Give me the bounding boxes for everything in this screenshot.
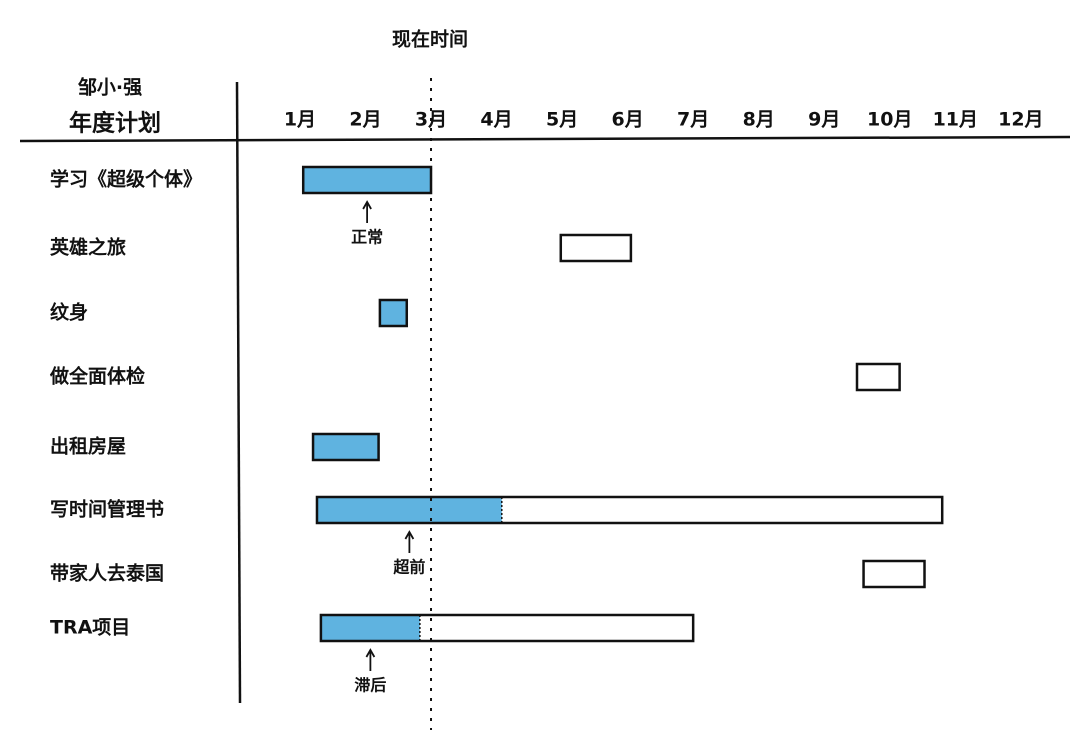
status-arrow-head: [365, 648, 376, 658]
progress-bar: [316, 497, 502, 523]
task-bar: [378, 298, 409, 328]
x-tick-label: 6月: [612, 109, 644, 131]
x-tick-label: 7月: [677, 109, 709, 131]
task-label: 学习《超级个体》: [50, 168, 202, 191]
task-bar: [319, 613, 695, 643]
task-bar: [862, 559, 926, 589]
task-label: TRA项目: [50, 617, 130, 639]
x-tick-label: 12月: [998, 109, 1043, 131]
x-axis: [19, 135, 1071, 143]
status-label: 超前: [392, 558, 425, 577]
task-label: 做全面体检: [49, 365, 145, 388]
chart-title: 年度计划: [69, 110, 161, 137]
x-tick-label: 2月: [349, 109, 381, 131]
progress-bar: [313, 434, 379, 460]
x-tick-label: 11月: [933, 109, 978, 131]
status-arrow-head: [362, 200, 372, 210]
status-arrow-head: [404, 530, 415, 540]
x-tick-label: 5月: [546, 109, 578, 131]
now-label: 现在时间: [392, 28, 468, 51]
task-label: 纹身: [50, 301, 88, 324]
x-tick-label: 8月: [743, 109, 775, 131]
chart-title: 邹小·强: [78, 76, 142, 99]
x-tick-label: 10月: [867, 109, 912, 131]
task-bar: [311, 432, 380, 462]
progress-bar: [320, 615, 420, 641]
y-axis: [235, 81, 242, 704]
progress-bar: [303, 167, 432, 193]
task-label: 出租房屋: [50, 435, 126, 458]
task-bar: [559, 233, 633, 263]
x-tick-label: 9月: [808, 109, 840, 131]
task-bar: [315, 495, 944, 525]
task-label: 带家人去泰国: [50, 562, 164, 585]
task-label: 写时间管理书: [50, 498, 164, 521]
status-label: 正常: [351, 228, 383, 247]
task-bar: [855, 362, 901, 392]
progress-bar: [379, 300, 407, 326]
status-label: 滞后: [354, 676, 386, 695]
task-label: 英雄之旅: [50, 236, 126, 259]
x-tick-label: 1月: [284, 109, 316, 131]
x-tick-label: 4月: [480, 109, 512, 131]
